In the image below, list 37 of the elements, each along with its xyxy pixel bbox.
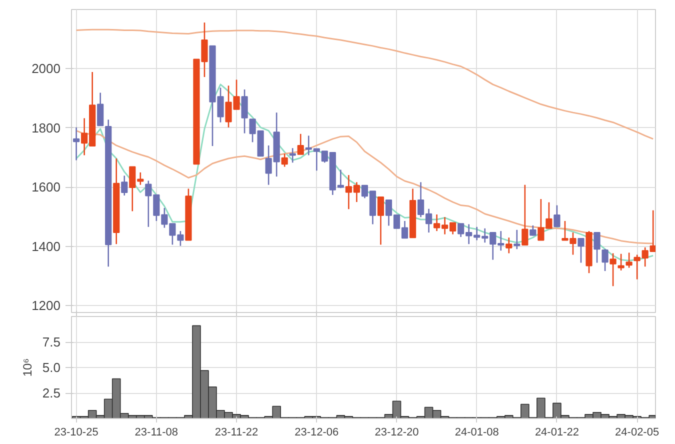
candlestick (514, 229, 520, 250)
y-tick-label: 1600 (32, 180, 60, 195)
y-tick-label: 7.5 (42, 334, 61, 350)
y-tick-label: 1800 (32, 120, 60, 136)
y-tick-label: 1200 (32, 298, 60, 314)
candlestick (530, 224, 536, 236)
x-tick-label: 23-12-20 (374, 426, 419, 438)
candlestick (626, 252, 632, 268)
candlestick (289, 147, 296, 164)
candlestick (578, 238, 584, 264)
candlestick (554, 204, 560, 228)
y-tick-label: 2.5 (42, 386, 61, 400)
candlestick (506, 236, 512, 254)
x-tick-label: 23-11-08 (134, 426, 178, 438)
candlestick (594, 232, 600, 264)
candlestick (602, 248, 608, 272)
y-tick-label: 1400 (32, 238, 60, 254)
candlestick (297, 133, 304, 155)
y-tick-label: 2000 (32, 61, 60, 76)
line-series (76, 28, 654, 140)
candlestick (281, 153, 288, 168)
x-tick-label: 23-10-25 (54, 426, 98, 438)
y-axis-title: 10⁶ (20, 358, 34, 377)
candlestick (522, 184, 528, 246)
x-tick-label: 24-02-05 (615, 426, 660, 438)
x-tick-label: 24-01-08 (454, 426, 499, 438)
x-tick-label: 23-12-06 (294, 426, 339, 438)
x-tick-label: 23-11-22 (214, 426, 258, 438)
candlestick (73, 126, 80, 161)
candlestick (121, 175, 128, 196)
y-tick-label: 5.0 (42, 360, 61, 375)
candlestick (241, 88, 248, 134)
candlestick (377, 196, 384, 246)
candlestick (97, 92, 104, 126)
x-tick-label: 24-01-22 (534, 426, 579, 438)
candlestick (618, 253, 624, 272)
candlestick (610, 252, 616, 287)
